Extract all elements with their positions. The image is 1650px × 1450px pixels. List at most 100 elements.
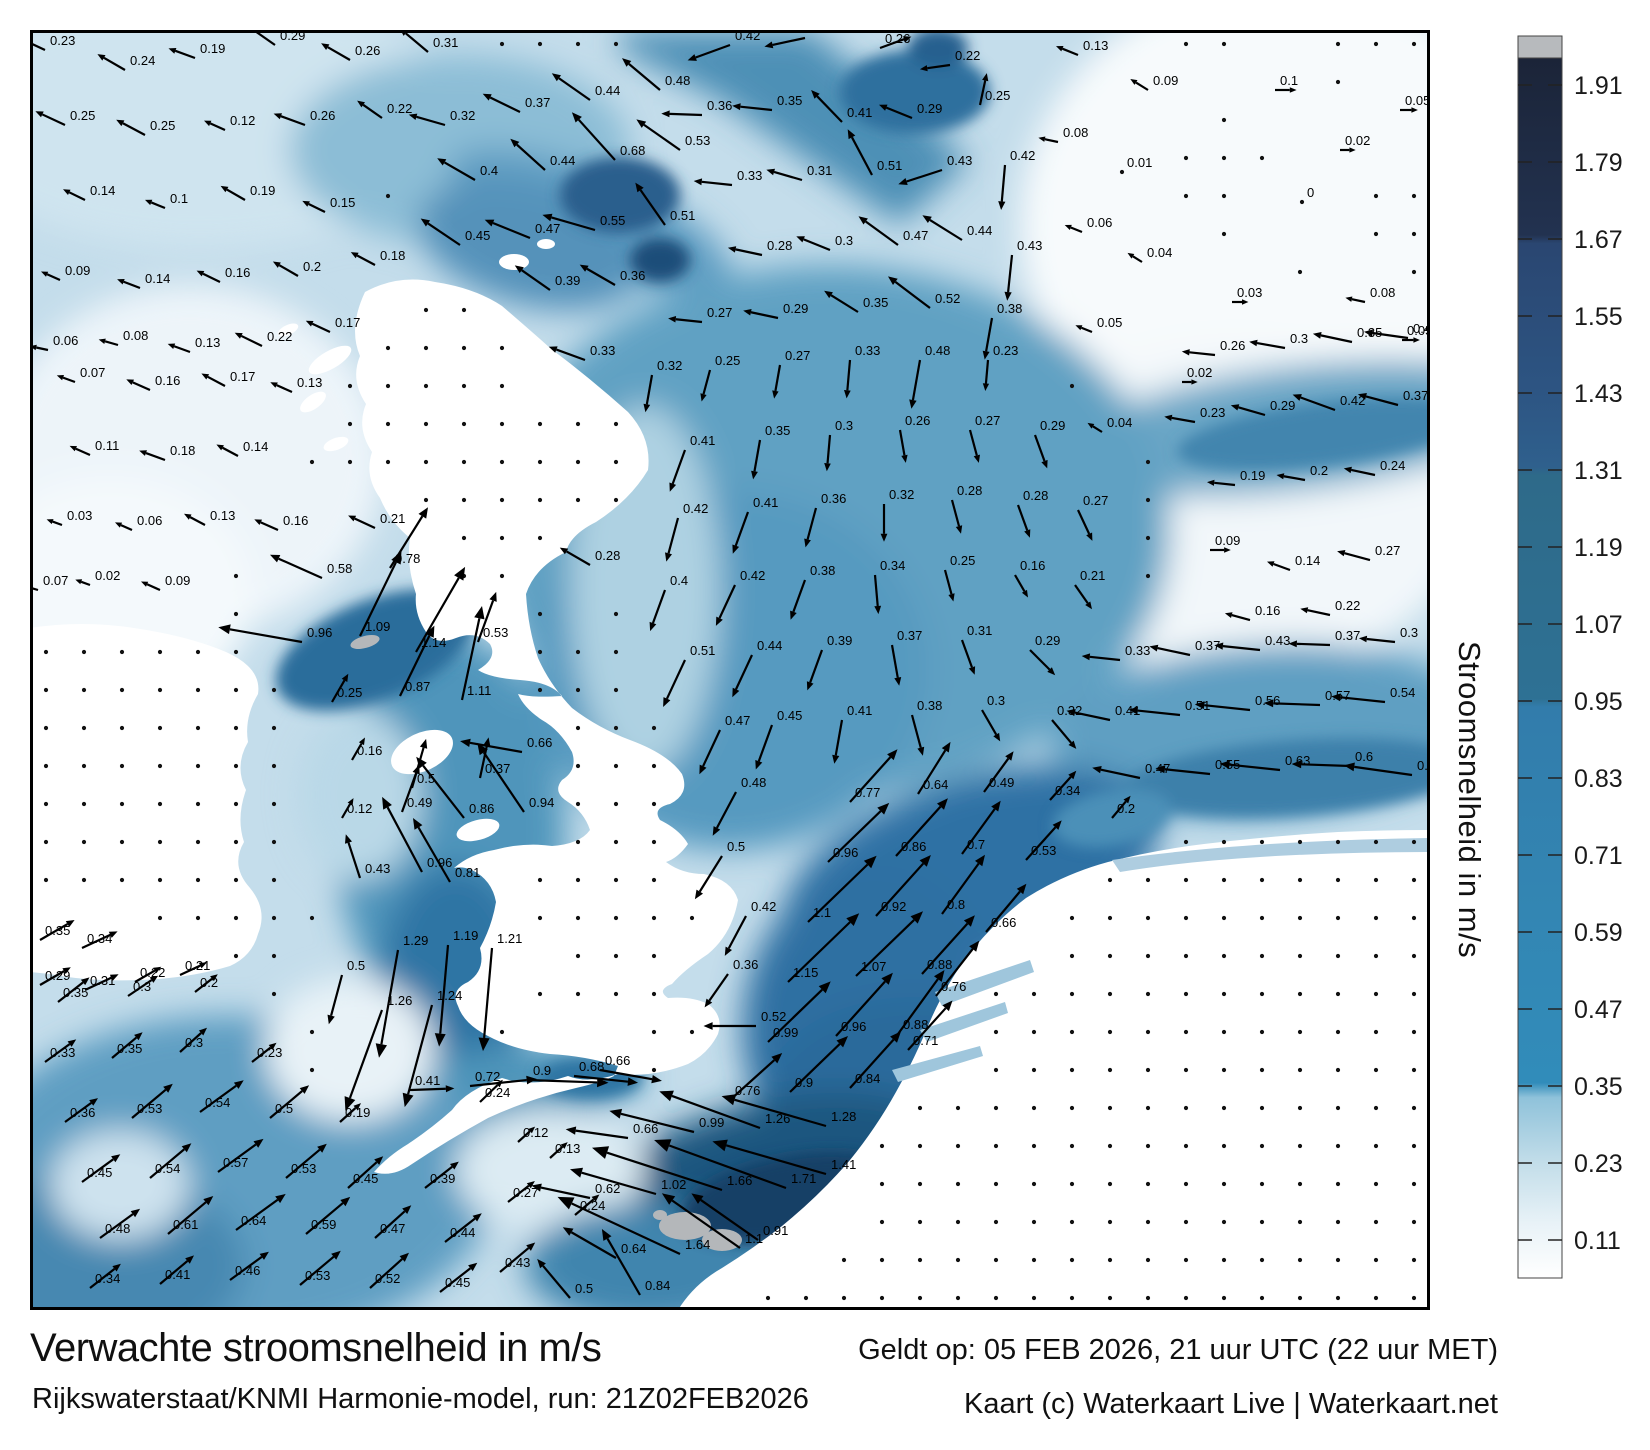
current-arrowhead xyxy=(888,276,898,285)
current-arrow xyxy=(527,1078,598,1084)
grid-dot xyxy=(1031,1105,1037,1111)
current-speed-value: 0.29 xyxy=(280,30,305,43)
grid-dot xyxy=(1183,1219,1189,1225)
current-arrow xyxy=(127,979,153,997)
grid-dot xyxy=(651,915,657,921)
grid-dot xyxy=(1145,497,1151,503)
current-arrowhead xyxy=(982,73,989,82)
current-arrow xyxy=(574,1198,595,1216)
grid-dot xyxy=(1411,231,1417,237)
grid-dot xyxy=(993,1219,999,1225)
current-speed-value: 0.13 xyxy=(555,1141,580,1156)
current-arrowhead xyxy=(771,1053,783,1064)
grid-dot xyxy=(1297,1143,1303,1149)
current-speed-value: 0.25 xyxy=(950,553,975,568)
grid-dot xyxy=(1183,1257,1189,1263)
colorbar-tick-value: 0.71 xyxy=(1574,842,1623,870)
current-arrowhead xyxy=(651,1075,662,1084)
current-speed-value: 0.51 xyxy=(670,208,695,223)
current-arrowhead xyxy=(273,113,282,120)
current-arrow xyxy=(984,359,990,384)
current-arrowhead xyxy=(1155,765,1166,774)
current-arrowhead xyxy=(1224,547,1231,553)
current-speed-value: 0.52 xyxy=(761,1009,786,1024)
current-speed-value: 0.53 xyxy=(305,1268,330,1283)
current-arrowhead xyxy=(126,379,134,385)
current-speed-value: 0.87 xyxy=(405,679,430,694)
current-speed-map: 0.23 0.24 0.19 0.29 0.26 0.31 0.25 0.25 0.12 0.26… xyxy=(30,30,1430,1310)
current-speed-value: 0.51 xyxy=(690,643,715,658)
grid-dot xyxy=(1069,1219,1075,1225)
grid-dot xyxy=(233,953,239,959)
current-arrow xyxy=(620,1112,695,1134)
current-arrow xyxy=(667,517,680,554)
grid-dot xyxy=(537,459,543,465)
grid-dot xyxy=(613,801,619,807)
current-speed-value: 0.96 xyxy=(841,1019,866,1034)
current-arrowhead xyxy=(703,1022,713,1030)
current-arrowhead xyxy=(732,103,741,111)
current-arrow xyxy=(209,122,226,132)
current-arrowhead xyxy=(1038,136,1046,142)
current-arrowhead xyxy=(402,1092,414,1108)
grid-dot xyxy=(461,307,467,313)
current-arrow xyxy=(199,1084,237,1113)
current-arrow xyxy=(374,1210,406,1239)
current-speed-value: 0.08 xyxy=(1063,125,1088,140)
current-speed-value: 0.28 xyxy=(957,483,982,498)
current-arrowhead xyxy=(98,338,106,344)
grid-dot xyxy=(1069,1181,1075,1187)
current-arrow xyxy=(586,267,616,286)
current-arrow xyxy=(701,180,733,187)
grid-dot xyxy=(1297,953,1303,959)
current-arrow xyxy=(835,980,886,1037)
current-speed-value: 0.48 xyxy=(741,775,766,790)
current-arrowhead xyxy=(1331,693,1341,702)
grid-dot xyxy=(1335,1295,1341,1301)
current-speed-value: 0.96 xyxy=(833,845,858,860)
grid-dot xyxy=(1411,1105,1417,1111)
current-arrowhead xyxy=(1004,291,1012,301)
current-arrowhead xyxy=(399,1252,409,1262)
grid-dot xyxy=(1107,1219,1113,1225)
current-speed-value: 0.72 xyxy=(475,1069,500,1084)
grid-dot xyxy=(537,497,543,503)
current-arrowhead xyxy=(353,1103,361,1111)
current-arrow xyxy=(207,375,226,387)
current-arrow xyxy=(715,791,737,829)
current-speed-value: 0.96 xyxy=(307,625,332,640)
current-arrow xyxy=(479,1084,499,1103)
current-arrowhead xyxy=(357,100,365,108)
current-arrow xyxy=(327,46,351,61)
current-arrowhead xyxy=(874,605,882,615)
current-speed-value: 1.21 xyxy=(497,931,522,946)
current-speed-value: 0.29 xyxy=(1270,398,1295,413)
grid-dot xyxy=(157,687,163,693)
current-arrowhead xyxy=(1005,751,1014,761)
grid-dot xyxy=(1031,1295,1037,1301)
grid-dot xyxy=(1107,877,1113,883)
current-speed-value: 0.58 xyxy=(327,561,352,576)
current-arrow xyxy=(417,826,451,883)
current-arrowhead xyxy=(259,1251,269,1260)
current-arrow xyxy=(571,1202,681,1255)
current-speed-value: 0.14 xyxy=(1295,553,1320,568)
current-arrowhead xyxy=(1056,46,1064,52)
current-arrowhead xyxy=(751,470,758,480)
current-arrowhead xyxy=(270,554,281,563)
current-arrowhead xyxy=(1149,644,1159,652)
current-speed-value: 0.15 xyxy=(330,195,355,210)
current-arrowhead xyxy=(557,1196,575,1210)
current-speed-value: 0.07 xyxy=(43,573,68,588)
current-arrow xyxy=(1231,614,1251,622)
current-arrow xyxy=(469,1078,527,1088)
grid-dot xyxy=(157,801,163,807)
current-speed-value: 0.32 xyxy=(889,487,914,502)
grid-dot xyxy=(1069,1029,1075,1035)
grid-dot xyxy=(575,459,581,465)
grid-dot xyxy=(1221,1029,1227,1035)
grid-dot xyxy=(1373,1295,1379,1301)
current-arrowhead xyxy=(542,213,553,222)
current-speed-value: 0.14 xyxy=(145,271,170,286)
current-arrow xyxy=(369,1258,403,1289)
